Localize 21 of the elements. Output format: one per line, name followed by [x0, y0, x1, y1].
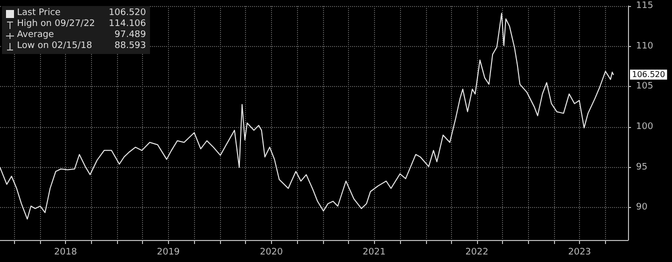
x-tick-label: 2023 — [568, 248, 592, 258]
y-tick-label: 110 — [636, 41, 654, 52]
y-tick-label: 105 — [636, 82, 654, 92]
legend-label: Last Price — [17, 8, 62, 19]
y-tick-label: 90 — [636, 202, 648, 213]
x-tick-label: 2019 — [156, 248, 180, 258]
annotation: 106.520 — [632, 70, 666, 80]
y-tick-label: 95 — [636, 162, 648, 172]
x-tick-label: 2021 — [362, 248, 386, 258]
x-tick-label: 2018 — [54, 248, 78, 258]
annotation: 114.106 — [108, 19, 146, 30]
annotation: 106.520 — [108, 8, 146, 19]
x-tick-label: 2020 — [260, 248, 284, 258]
annotation: Average — [17, 30, 55, 41]
x-tick-label: 2022 — [465, 248, 488, 258]
annotation: 88.593 — [114, 41, 146, 52]
annotation: Low on 02/15/18 — [17, 41, 94, 52]
annotation: 97.489 — [114, 30, 146, 41]
y-tick-label: 115 — [636, 1, 654, 11]
annotation: High on 09/27/22 — [17, 19, 96, 30]
y-tick-label: 100 — [636, 122, 654, 132]
